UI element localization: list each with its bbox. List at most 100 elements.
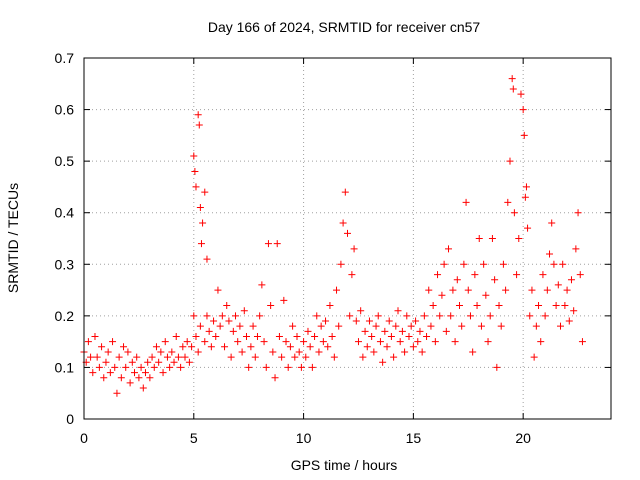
data-point (449, 286, 457, 294)
y-tick-label: 0.6 (55, 102, 75, 118)
data-point (139, 384, 147, 392)
data-point (416, 327, 424, 335)
data-point (460, 260, 468, 268)
data-point (155, 358, 163, 366)
data-point (286, 343, 294, 351)
data-point (251, 353, 259, 361)
data-point (464, 286, 472, 294)
data-point (104, 348, 112, 356)
data-point (293, 332, 301, 340)
data-point (480, 260, 488, 268)
data-point (192, 332, 200, 340)
data-point (359, 353, 367, 361)
data-point (335, 322, 343, 330)
data-point (245, 363, 253, 371)
data-point (174, 353, 182, 361)
data-point (195, 121, 203, 129)
data-point (124, 348, 132, 356)
data-point (260, 338, 268, 346)
data-point (451, 338, 459, 346)
data-point (445, 245, 453, 253)
data-point (100, 374, 108, 382)
data-point (159, 369, 167, 377)
data-point (546, 250, 554, 258)
data-point (354, 338, 362, 346)
grid-lines (84, 58, 611, 419)
x-tick-label: 10 (296, 430, 312, 446)
data-point (218, 312, 226, 320)
data-point (423, 332, 431, 340)
data-point (120, 343, 128, 351)
data-point (497, 322, 505, 330)
data-point (563, 286, 571, 294)
data-point (541, 312, 549, 320)
data-point (477, 322, 485, 330)
data-point (137, 363, 145, 371)
data-point (392, 322, 400, 330)
data-point (199, 219, 207, 227)
data-point (447, 312, 455, 320)
data-point (267, 302, 275, 310)
data-point (407, 322, 415, 330)
data-point (84, 338, 92, 346)
data-point (550, 260, 558, 268)
data-point (344, 229, 351, 237)
data-points (80, 75, 586, 397)
data-point (122, 363, 130, 371)
data-point (163, 353, 171, 361)
data-point (517, 90, 525, 98)
data-point (192, 183, 200, 191)
data-point (223, 302, 231, 310)
data-point (528, 286, 536, 294)
data-point (346, 312, 354, 320)
data-point (152, 343, 160, 351)
data-point (376, 338, 384, 346)
data-point (510, 209, 518, 217)
data-point (333, 286, 341, 294)
data-point (559, 260, 567, 268)
data-point (95, 363, 103, 371)
data-point (341, 188, 349, 196)
data-point (181, 353, 189, 361)
data-point (191, 167, 199, 175)
data-point (201, 188, 209, 196)
data-point (565, 317, 573, 325)
data-point (434, 271, 442, 279)
data-point (520, 131, 528, 139)
data-point (141, 369, 149, 377)
data-point (556, 322, 564, 330)
data-point (337, 260, 345, 268)
data-point (225, 317, 233, 325)
data-point (282, 338, 290, 346)
data-point (131, 369, 139, 377)
x-tick-label: 20 (515, 430, 531, 446)
data-point (275, 332, 283, 340)
data-point (194, 348, 202, 356)
data-point (328, 332, 336, 340)
data-point (295, 348, 303, 356)
data-point (548, 219, 556, 227)
data-point (177, 363, 185, 371)
data-point (87, 353, 95, 361)
data-point (385, 317, 393, 325)
data-point (240, 307, 248, 315)
x-tick-labels: 0 5 10 15 20 (80, 430, 531, 446)
data-point (401, 348, 409, 356)
data-point (394, 307, 402, 315)
data-point (302, 353, 310, 361)
data-point (473, 302, 481, 310)
data-point (113, 389, 121, 397)
x-axis-label: GPS time / hours (291, 457, 398, 473)
data-point (396, 338, 404, 346)
data-point (172, 332, 180, 340)
y-tick-label: 0.4 (55, 205, 75, 221)
data-point (183, 338, 191, 346)
data-point (319, 338, 327, 346)
data-point (339, 219, 347, 227)
data-point (135, 374, 143, 382)
data-point (412, 317, 420, 325)
data-point (291, 353, 299, 361)
data-point (348, 271, 356, 279)
data-point (166, 363, 174, 371)
